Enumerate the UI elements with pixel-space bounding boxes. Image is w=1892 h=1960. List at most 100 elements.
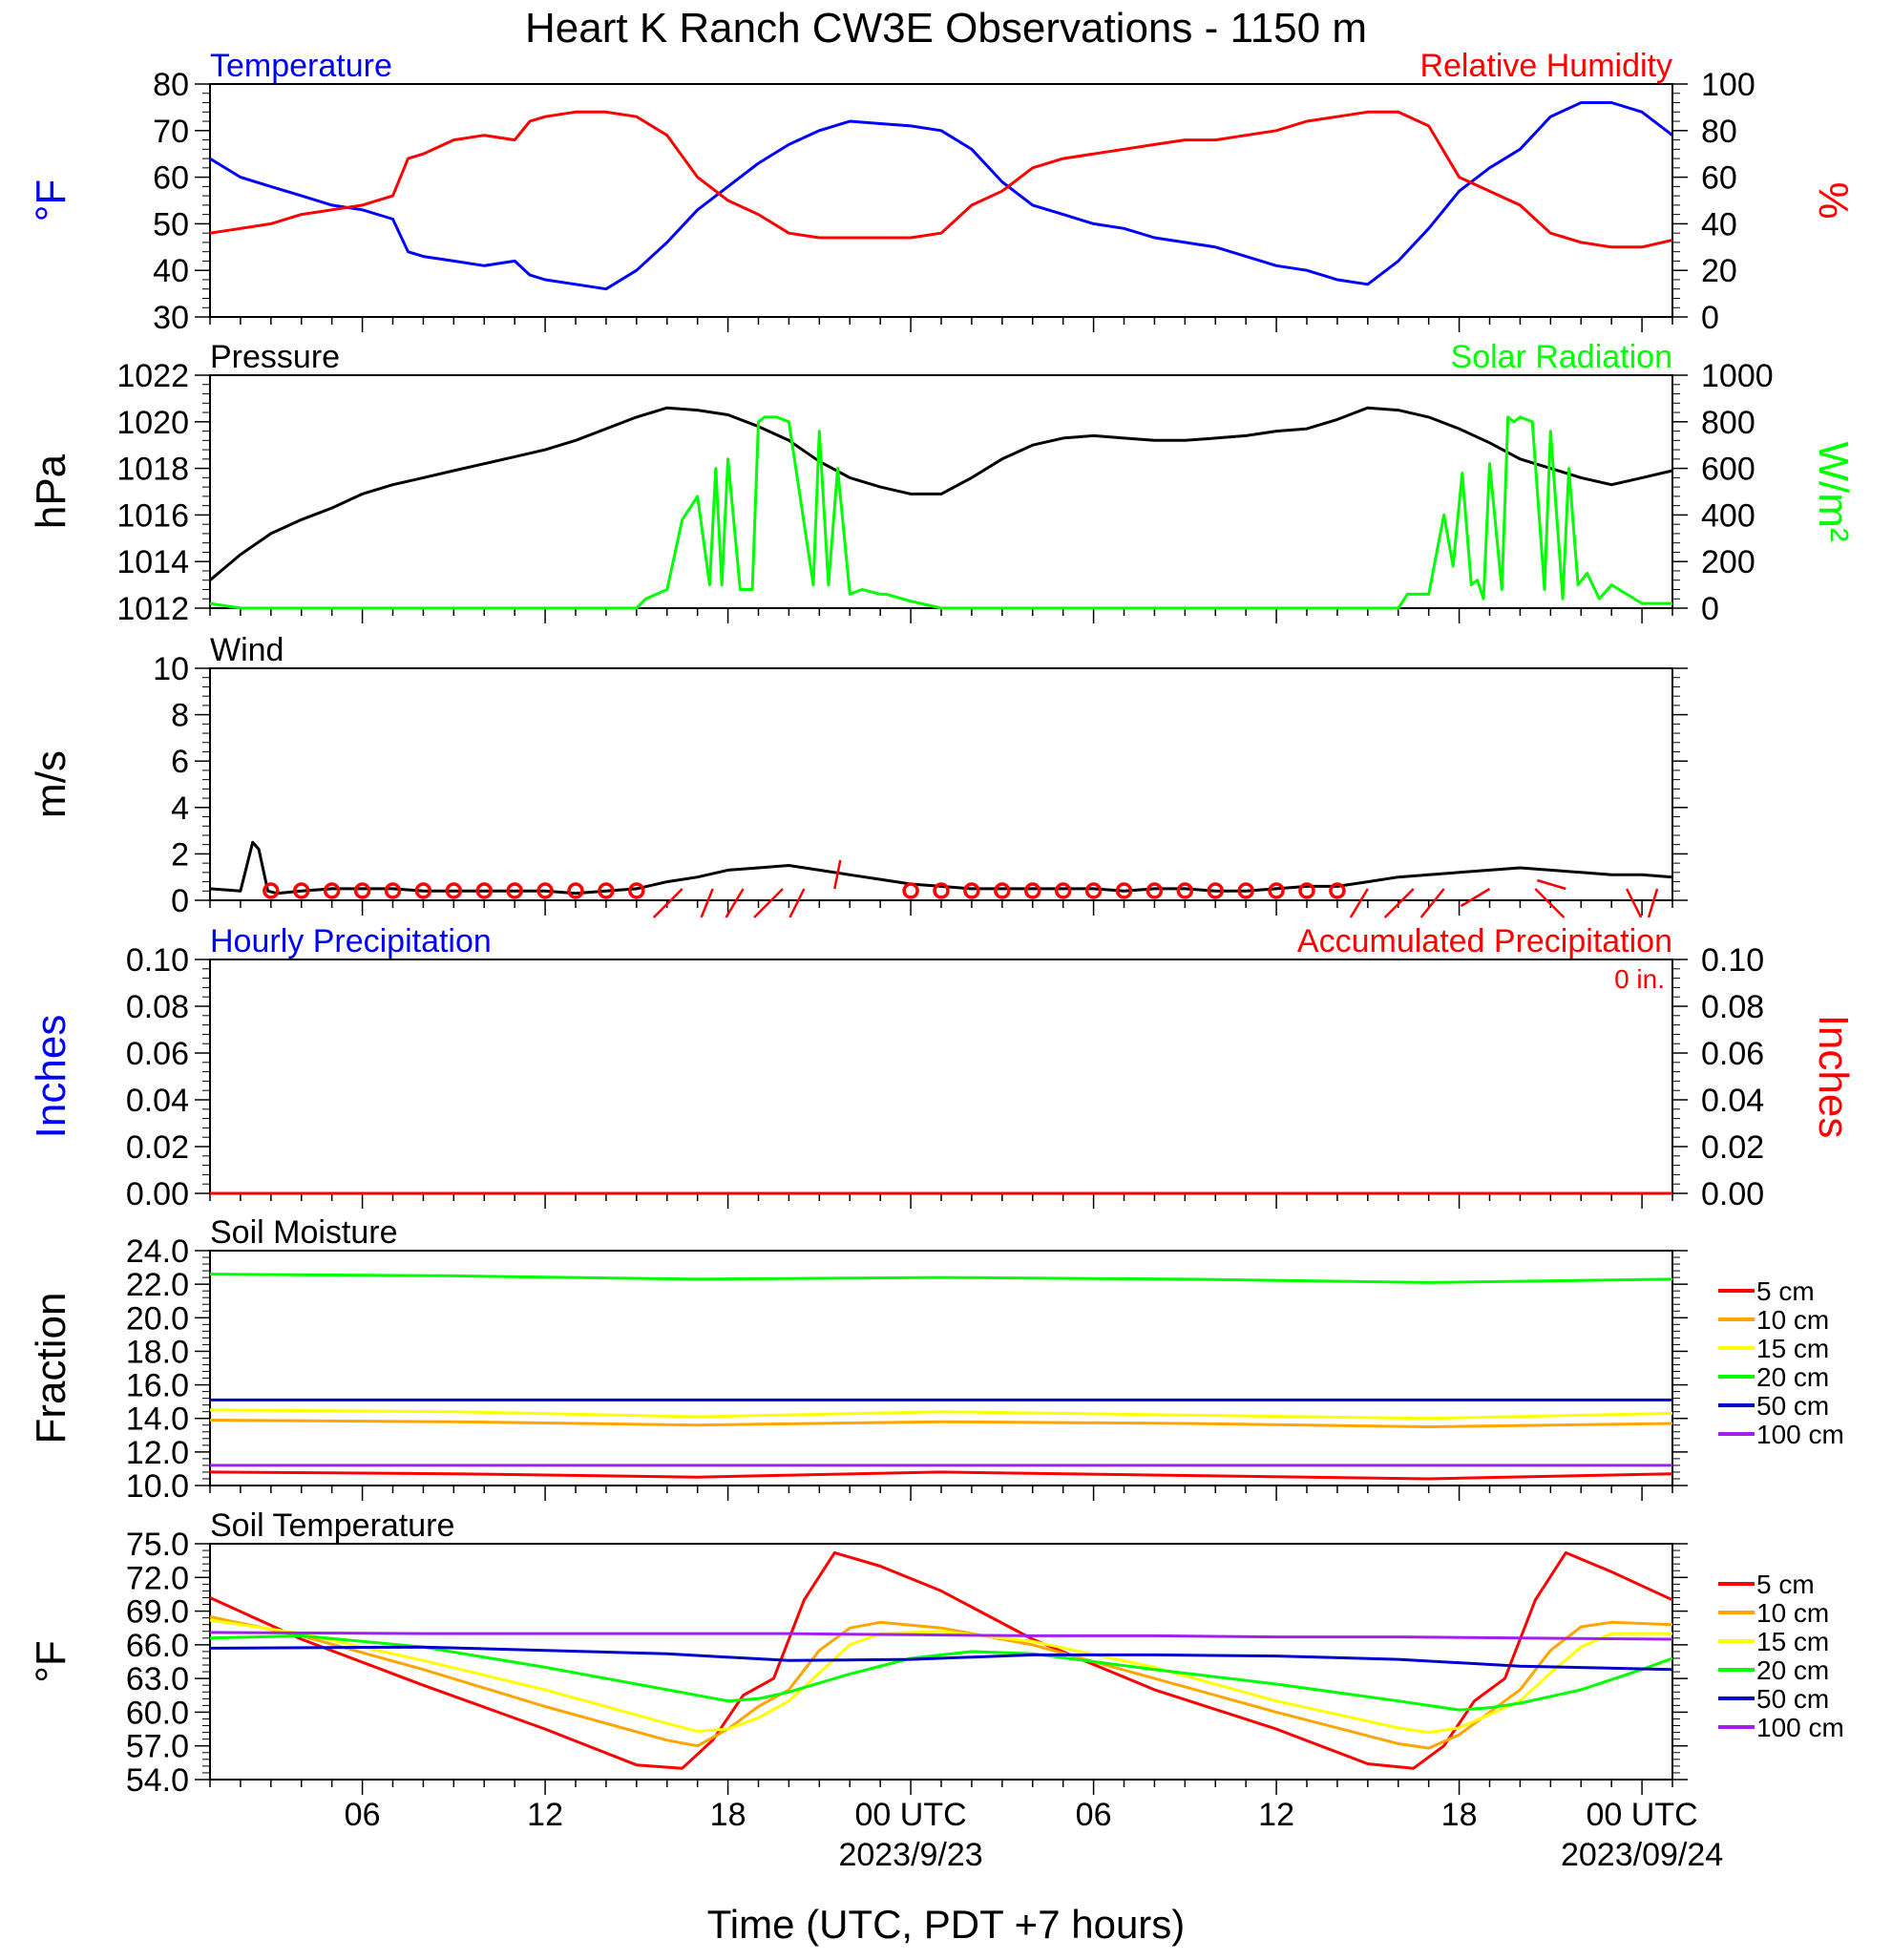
y-left-tick-label: 60.0 bbox=[126, 1695, 189, 1731]
legend-label: 50 cm bbox=[1756, 1684, 1829, 1714]
y-left-tick-label: 0.06 bbox=[126, 1036, 189, 1072]
x-tick-label: 12 bbox=[1258, 1797, 1294, 1833]
panel-title-left: Temperature bbox=[210, 48, 392, 84]
y-left-tick-label: 80 bbox=[153, 67, 189, 103]
legend-label: 100 cm bbox=[1756, 1420, 1844, 1449]
y-left-tick-label: 12.0 bbox=[126, 1435, 189, 1471]
calm-wind-marker bbox=[1298, 882, 1315, 899]
y-right-tick-label: 200 bbox=[1701, 544, 1755, 580]
y-left-tick-label: 63.0 bbox=[126, 1661, 189, 1697]
legend-label: 10 cm bbox=[1756, 1305, 1829, 1335]
wind-barb bbox=[725, 888, 745, 918]
y-right-tick-label: 600 bbox=[1701, 452, 1755, 488]
y-right-tick-label: 0.02 bbox=[1701, 1129, 1764, 1166]
calm-wind-marker bbox=[1054, 882, 1072, 899]
wind-barb bbox=[1460, 887, 1491, 908]
panel-press_solar: 1012 1014 1016 1018 1020 1022 0 200 400 600 800 100… bbox=[28, 339, 1857, 627]
panel-title-right: Accumulated Precipitation bbox=[1297, 923, 1672, 959]
y-right-tick-label: 40 bbox=[1701, 206, 1737, 242]
wind-barb bbox=[1383, 888, 1415, 918]
figure-title: Heart K Ranch CW3E Observations - 1150 m bbox=[525, 5, 1367, 52]
wind-barb bbox=[700, 888, 714, 918]
y-left-tick-label: 75.0 bbox=[126, 1527, 189, 1563]
y-left-tick-label: 10.0 bbox=[126, 1468, 189, 1505]
calm-wind-marker bbox=[1329, 882, 1346, 899]
wind-barb bbox=[1626, 888, 1643, 918]
calm-wind-marker bbox=[598, 882, 615, 899]
y-left-tick-label: 0.08 bbox=[126, 989, 189, 1025]
y-right-tick-label: 0.04 bbox=[1701, 1083, 1764, 1119]
y-left-tick-label: 0.02 bbox=[126, 1129, 189, 1166]
y-right-tick-label: 80 bbox=[1701, 114, 1737, 150]
calm-wind-marker bbox=[353, 882, 371, 899]
x-tick-label: 18 bbox=[1441, 1797, 1478, 1833]
calm-wind-marker bbox=[628, 882, 645, 899]
y-left-tick-label: 24.0 bbox=[126, 1233, 189, 1270]
legend-label: 20 cm bbox=[1756, 1362, 1829, 1392]
series-line-relative-humidity bbox=[209, 110, 1673, 249]
y-left-tick-label: 1018 bbox=[116, 452, 189, 488]
y-left-axis-title: Fraction bbox=[28, 1293, 74, 1444]
y-right-axis-title: W/m² bbox=[1810, 441, 1857, 541]
panel-wind: 0 2 4 6 8 10 Wind m/s bbox=[28, 632, 1688, 919]
y-left-tick-label: 1012 bbox=[116, 591, 189, 627]
series-line-20-cm bbox=[209, 1633, 1673, 1712]
y-right-tick-label: 0.06 bbox=[1701, 1036, 1764, 1072]
y-left-tick-label: 60 bbox=[153, 160, 189, 197]
panel-soil_temp: 54.057.060.063.066.069.072.075.0 Soil Tem… bbox=[28, 1507, 1844, 1799]
y-right-axis-title: Inches bbox=[1810, 1015, 1857, 1139]
y-left-tick-label: 57.0 bbox=[126, 1729, 189, 1765]
y-left-tick-label: 16.0 bbox=[126, 1368, 189, 1404]
calm-wind-marker bbox=[1084, 882, 1103, 899]
y-left-tick-label: 8 bbox=[171, 698, 189, 734]
y-left-tick-label: 72.0 bbox=[126, 1560, 189, 1596]
y-left-tick-label: 1016 bbox=[116, 497, 189, 534]
y-left-axis-title: m/s bbox=[28, 750, 74, 818]
legend-label: 15 cm bbox=[1756, 1627, 1829, 1656]
y-left-axis-title: °F bbox=[28, 179, 74, 221]
x-tick-date-label: 2023/9/23 bbox=[838, 1837, 982, 1873]
calm-wind-marker bbox=[933, 882, 950, 899]
calm-wind-marker bbox=[293, 882, 310, 899]
x-tick-label: 00 UTC bbox=[1587, 1797, 1698, 1833]
calm-wind-marker bbox=[475, 882, 493, 899]
y-left-tick-label: 6 bbox=[171, 744, 189, 780]
y-left-tick-label: 14.0 bbox=[126, 1402, 189, 1438]
panel-title-left: Soil Temperature bbox=[210, 1507, 454, 1544]
calm-wind-marker bbox=[536, 882, 554, 899]
series-line-20-cm bbox=[209, 1273, 1673, 1284]
wind-barb bbox=[652, 888, 683, 918]
legend-label: 5 cm bbox=[1756, 1276, 1815, 1306]
y-right-tick-label: 0 bbox=[1701, 300, 1719, 336]
y-left-tick-label: 18.0 bbox=[126, 1334, 189, 1370]
x-tick-date-label: 2023/09/24 bbox=[1561, 1837, 1723, 1873]
panel-soil_moisture: 10.012.014.016.018.020.022.024.0 Soil Moi… bbox=[28, 1214, 1844, 1505]
y-left-tick-label: 54.0 bbox=[126, 1762, 189, 1799]
panel-title-left: Soil Moisture bbox=[210, 1214, 398, 1251]
y-left-tick-label: 10 bbox=[153, 651, 189, 687]
precip-total-annotation: 0 in. bbox=[1614, 964, 1665, 994]
y-left-tick-label: 0.10 bbox=[126, 942, 189, 979]
y-left-tick-label: 0.04 bbox=[126, 1083, 189, 1119]
legend-label: 15 cm bbox=[1756, 1334, 1829, 1363]
y-left-axis-title: °F bbox=[28, 1640, 74, 1682]
panel-title-left: Wind bbox=[210, 632, 284, 668]
y-right-axis-title: % bbox=[1810, 181, 1857, 219]
y-left-tick-label: 20.0 bbox=[126, 1300, 189, 1337]
y-right-tick-label: 20 bbox=[1701, 253, 1737, 289]
series-line-10-cm bbox=[209, 1615, 1673, 1750]
series-line-temperature bbox=[209, 101, 1673, 291]
calm-wind-marker bbox=[1207, 882, 1224, 899]
calm-wind-marker bbox=[902, 882, 919, 899]
panel-precip: 0.00 0.02 0.04 0.06 0.08 0.10 0.00 0.02 0.04 0.06… bbox=[28, 923, 1857, 1212]
series-line-pressure bbox=[209, 406, 1673, 581]
x-tick-label: 06 bbox=[1076, 1797, 1112, 1833]
y-left-tick-label: 0.00 bbox=[126, 1176, 189, 1212]
calm-wind-marker bbox=[323, 882, 341, 899]
y-right-tick-label: 0 bbox=[1701, 591, 1719, 627]
calm-wind-marker bbox=[445, 882, 463, 899]
calm-wind-marker bbox=[1024, 882, 1041, 899]
